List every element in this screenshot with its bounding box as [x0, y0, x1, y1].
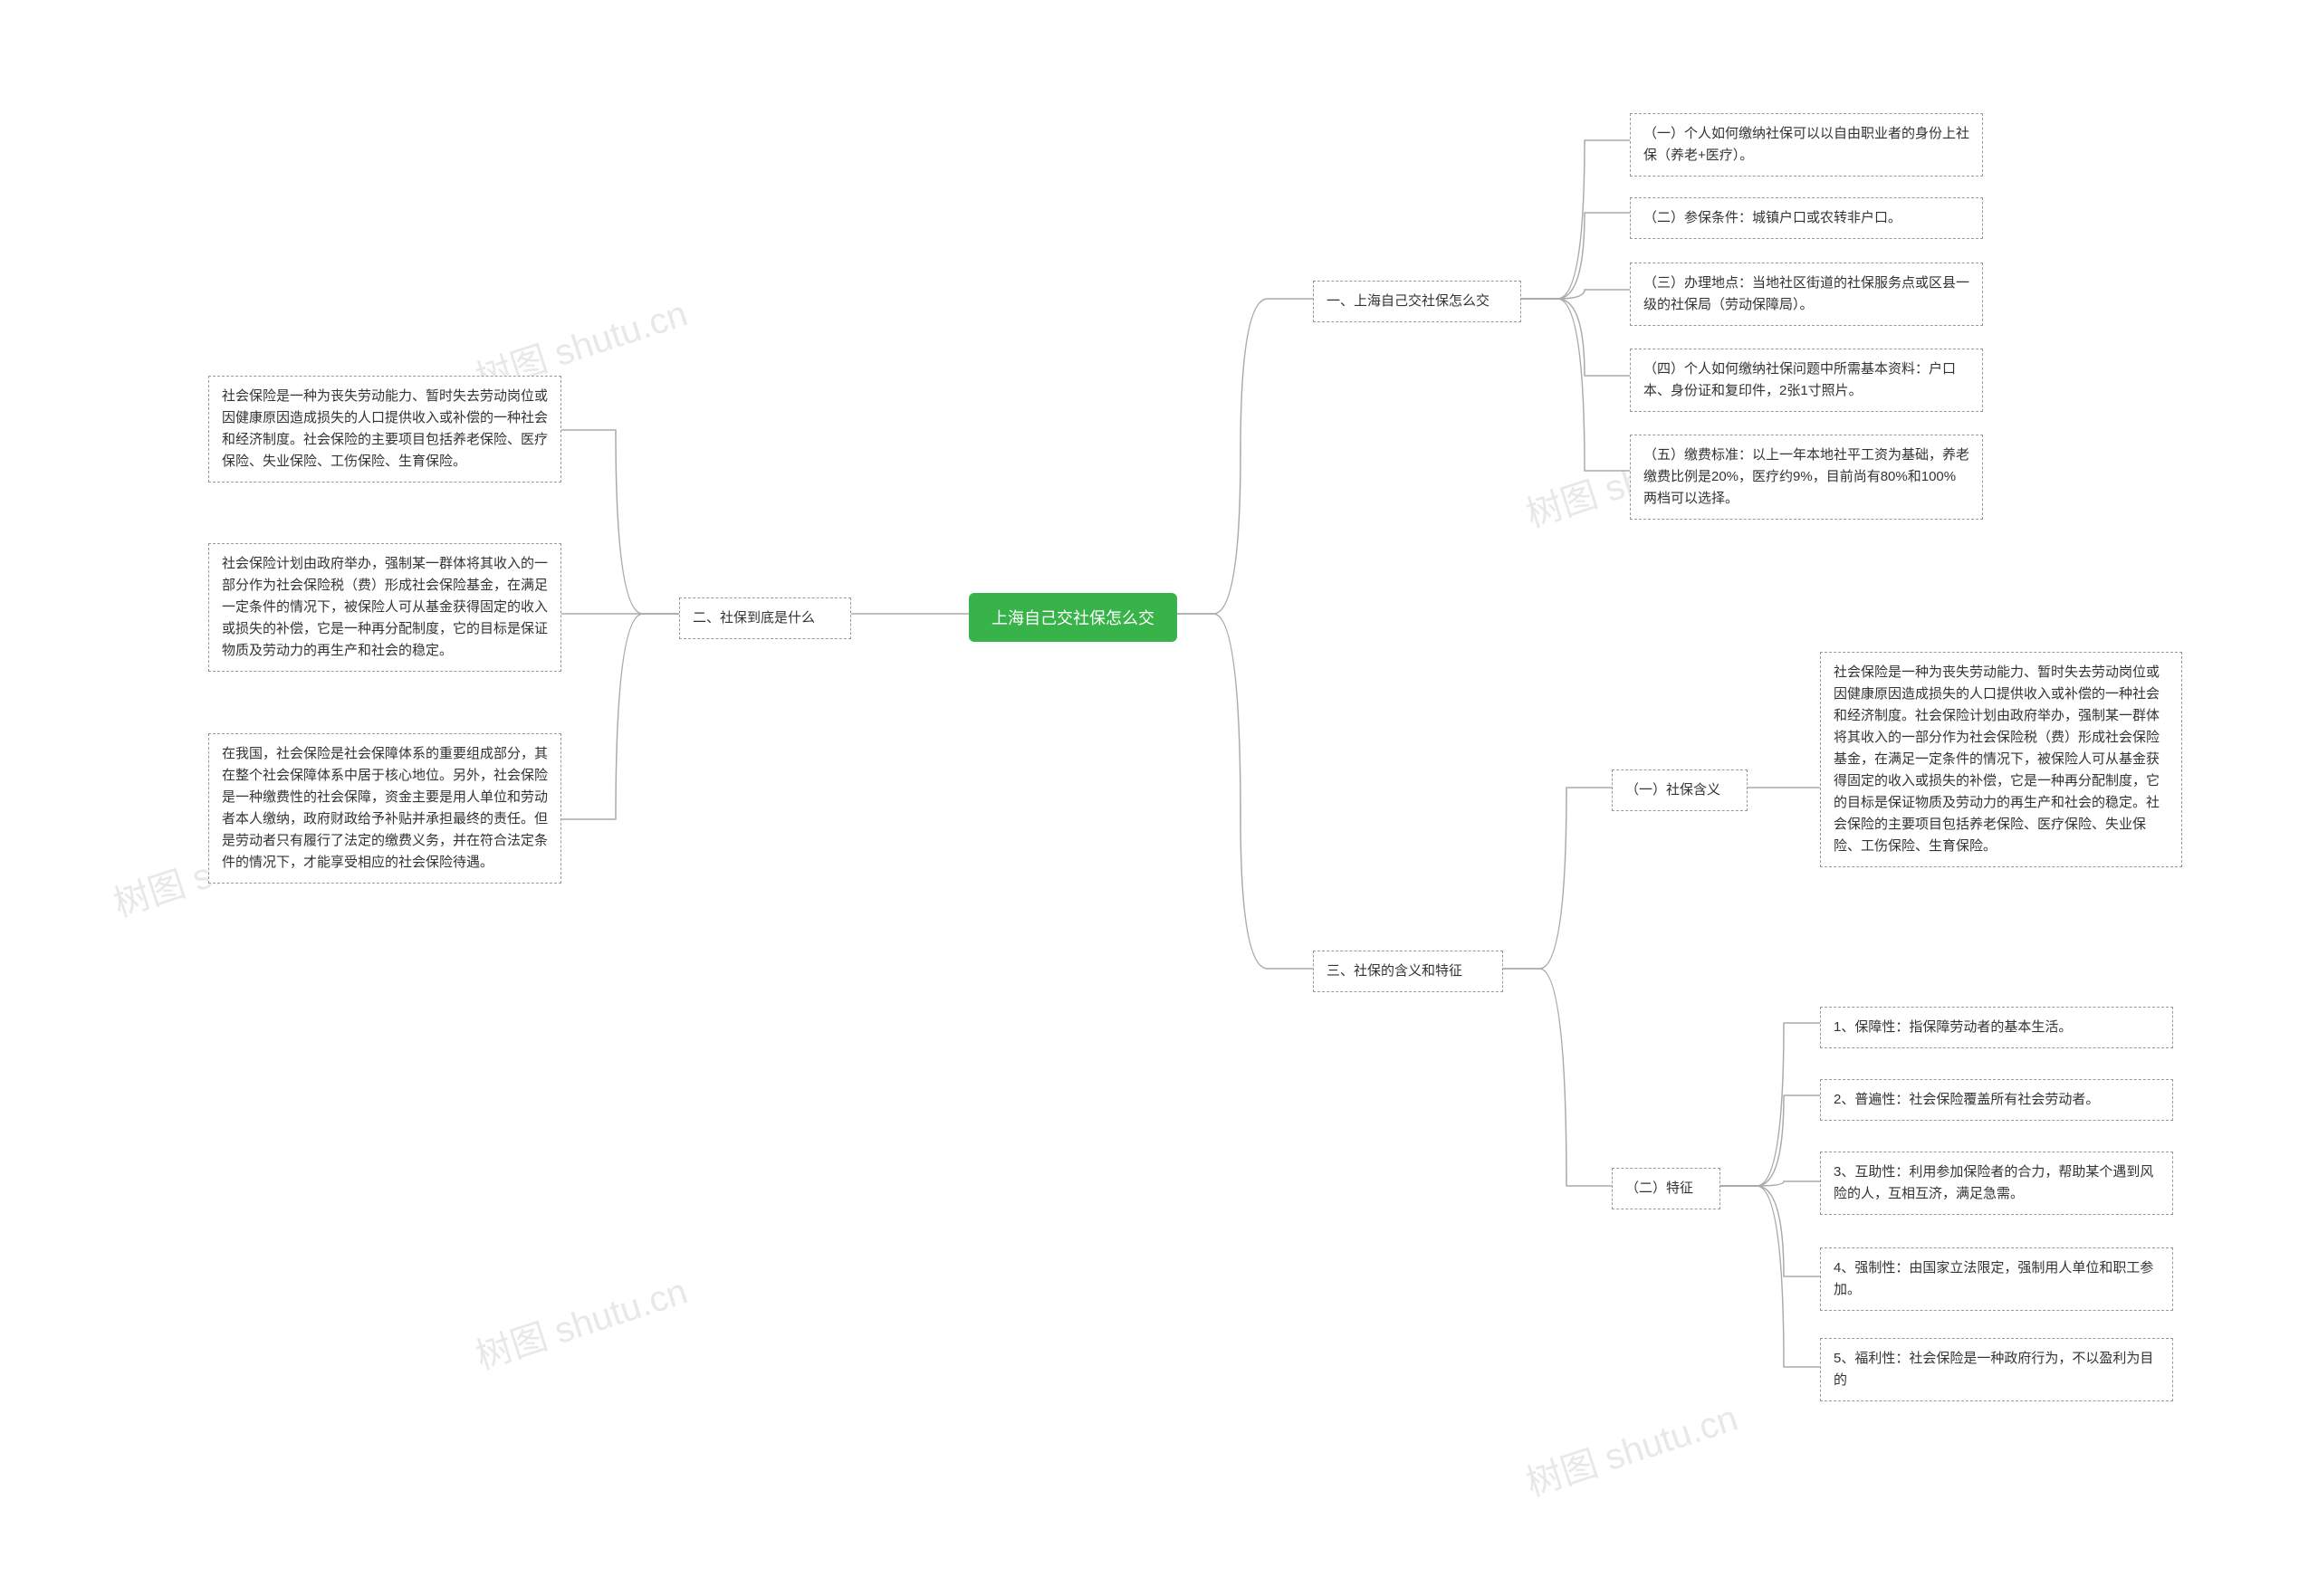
branch-1-item-2: （二）参保条件：城镇户口或农转非户口。: [1630, 197, 1983, 239]
branch-3-sub-1: （一）社保含义: [1612, 769, 1748, 811]
branch-2: 二、社保到底是什么: [679, 597, 851, 639]
branch-3: 三、社保的含义和特征: [1313, 951, 1503, 992]
branch-3-sub-2-item-5: 5、福利性：社会保险是一种政府行为，不以盈利为目的: [1820, 1338, 2173, 1401]
branch-3-sub-2-item-3: 3、互助性：利用参加保险者的合力，帮助某个遇到风险的人，互相互济，满足急需。: [1820, 1152, 2173, 1215]
branch-3-sub-2: （二）特征: [1612, 1168, 1720, 1209]
branch-3-sub-2-item-4: 4、强制性：由国家立法限定，强制用人单位和职工参加。: [1820, 1247, 2173, 1311]
branch-3-sub-2-item-1: 1、保障性：指保障劳动者的基本生活。: [1820, 1007, 2173, 1048]
branch-1: 一、上海自己交社保怎么交: [1313, 281, 1521, 322]
branch-1-item-4: （四）个人如何缴纳社保问题中所需基本资料：户口本、身份证和复印件，2张1寸照片。: [1630, 349, 1983, 412]
watermark: 树图 shutu.cn: [468, 1262, 693, 1380]
branch-1-item-3: （三）办理地点：当地社区街道的社保服务点或区县一级的社保局（劳动保障局）。: [1630, 263, 1983, 326]
watermark: 树图 shutu.cn: [1518, 1389, 1743, 1506]
mindmap-root: 上海自己交社保怎么交: [969, 593, 1177, 642]
branch-2-item-2: 社会保险计划由政府举办，强制某一群体将其收入的一部分作为社会保险税（费）形成社会…: [208, 543, 561, 672]
branch-3-sub-2-item-2: 2、普遍性：社会保险覆盖所有社会劳动者。: [1820, 1079, 2173, 1121]
branch-2-item-3: 在我国，社会保险是社会保障体系的重要组成部分，其在整个社会保障体系中居于核心地位…: [208, 733, 561, 884]
branch-1-item-5: （五）缴费标准：以上一年本地社平工资为基础，养老缴费比例是20%，医疗约9%，目…: [1630, 435, 1983, 520]
branch-2-item-1: 社会保险是一种为丧失劳动能力、暂时失去劳动岗位或因健康原因造成损失的人口提供收入…: [208, 376, 561, 483]
branch-3-sub-1-item-1: 社会保险是一种为丧失劳动能力、暂时失去劳动岗位或因健康原因造成损失的人口提供收入…: [1820, 652, 2182, 867]
branch-1-item-1: （一）个人如何缴纳社保可以以自由职业者的身份上社保（养老+医疗）。: [1630, 113, 1983, 177]
